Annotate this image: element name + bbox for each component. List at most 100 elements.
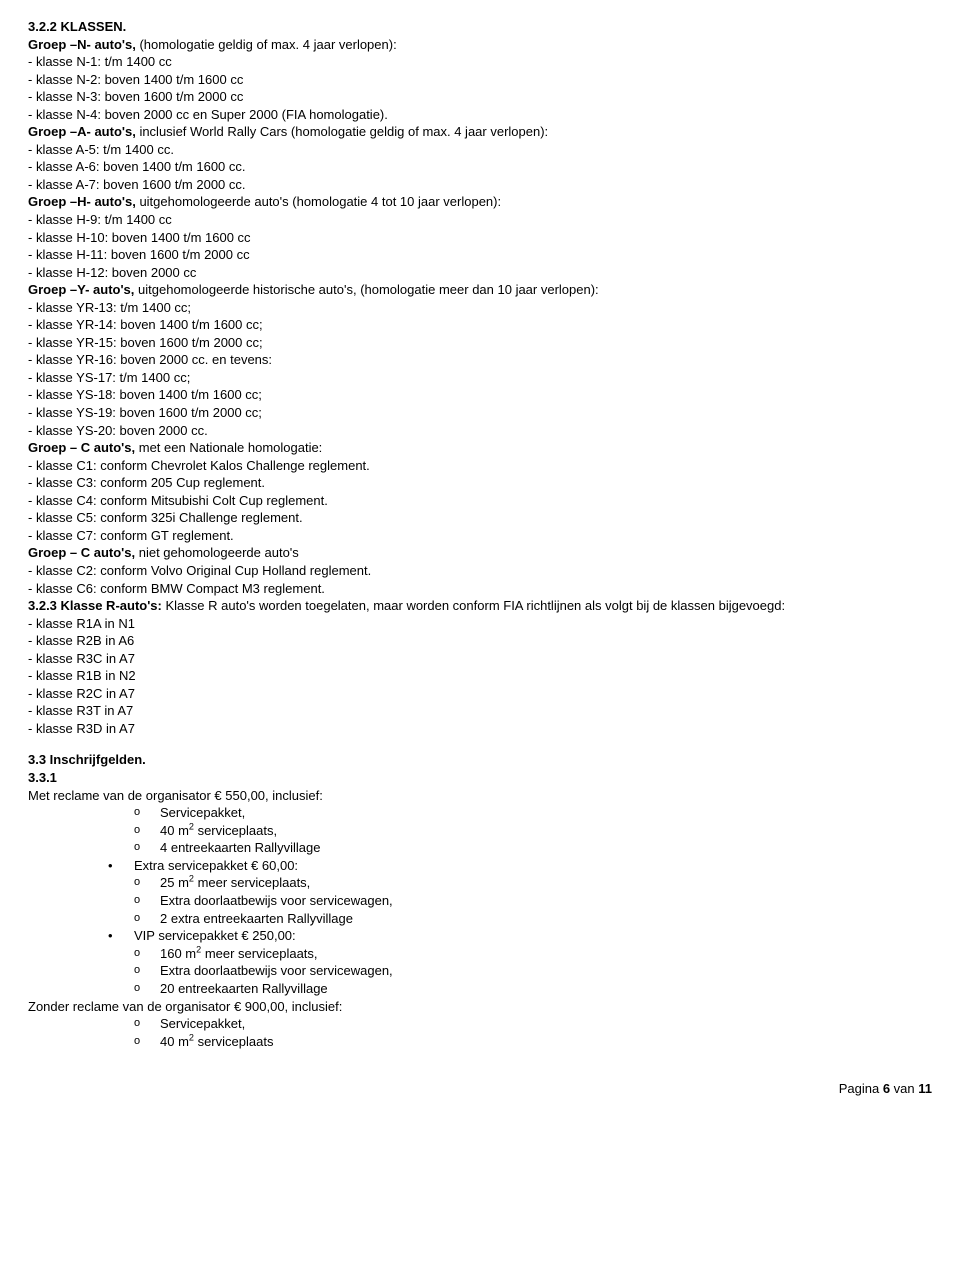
list-item: - klasse N-2: boven 1400 t/m 1600 cc — [28, 71, 932, 89]
sub-list-item: oExtra doorlaatbewijs voor servicewagen, — [134, 962, 932, 980]
sub-list-item: o40 m2 serviceplaats, — [134, 822, 932, 840]
heading-322: 3.2.2 KLASSEN. — [28, 18, 932, 36]
groep-a-title: Groep –A- auto's, — [28, 124, 136, 139]
footer-prefix: Pagina — [839, 1081, 883, 1096]
list-item: - klasse A-5: t/m 1400 cc. — [28, 141, 932, 159]
sub-list-text: 40 m2 serviceplaats, — [160, 822, 277, 840]
list-item: - klasse N-3: boven 1600 t/m 2000 cc — [28, 88, 932, 106]
groep-h-line: Groep –H- auto's, uitgehomologeerde auto… — [28, 193, 932, 211]
sub-list-text: 4 entreekaarten Rallyvillage — [160, 839, 320, 857]
list-item: - klasse A-6: boven 1400 t/m 1600 cc. — [28, 158, 932, 176]
groep-y-line: Groep –Y- auto's, uitgehomologeerde hist… — [28, 281, 932, 299]
sub-list-item: oServicepakket, — [134, 804, 932, 822]
list-item: - klasse R3C in A7 — [28, 650, 932, 668]
vip-label: VIP servicepakket € 250,00: — [134, 927, 296, 945]
list-item: - klasse YS-19: boven 1600 t/m 2000 cc; — [28, 404, 932, 422]
list-item: - klasse YR-13: t/m 1400 cc; — [28, 299, 932, 317]
list-item: - klasse R3T in A7 — [28, 702, 932, 720]
sub-list-item: o2 extra entreekaarten Rallyvillage — [134, 910, 932, 928]
list-item: - klasse H-11: boven 1600 t/m 2000 cc — [28, 246, 932, 264]
groep-a-line: Groep –A- auto's, inclusief World Rally … — [28, 123, 932, 141]
footer-num: 6 — [883, 1081, 890, 1096]
heading-33: 3.3 Inschrijfgelden. — [28, 751, 932, 769]
list-item: - klasse C1: conform Chevrolet Kalos Cha… — [28, 457, 932, 475]
circle-icon: o — [134, 980, 160, 998]
list-item: - klasse YS-18: boven 1400 t/m 1600 cc; — [28, 386, 932, 404]
list-item: - klasse H-10: boven 1400 t/m 1600 cc — [28, 229, 932, 247]
list-item: - klasse R2C in A7 — [28, 685, 932, 703]
bullet-icon: • — [108, 927, 134, 945]
sub-list-text: 20 entreekaarten Rallyvillage — [160, 980, 328, 998]
sub-list-text: Servicepakket, — [160, 804, 245, 822]
groep-h-rest: uitgehomologeerde auto's (homologatie 4 … — [136, 194, 501, 209]
list-item: - klasse C6: conform BMW Compact M3 regl… — [28, 580, 932, 598]
circle-icon: o — [134, 962, 160, 980]
sub-list-text: Extra doorlaatbewijs voor servicewagen, — [160, 892, 393, 910]
sub-list-text: Extra doorlaatbewijs voor servicewagen, — [160, 962, 393, 980]
vip-bullet: • VIP servicepakket € 250,00: — [28, 927, 932, 945]
zonder-reclame-line: Zonder reclame van de organisator € 900,… — [28, 998, 932, 1016]
sub-list-item: o40 m2 serviceplaats — [134, 1033, 932, 1051]
groep-c2-title: Groep – C auto's, — [28, 545, 135, 560]
circle-icon: o — [134, 892, 160, 910]
list-item: - klasse R1B in N2 — [28, 667, 932, 685]
list-item: - klasse C4: conform Mitsubishi Colt Cup… — [28, 492, 932, 510]
heading-331: 3.3.1 — [28, 769, 932, 787]
circle-icon: o — [134, 945, 160, 963]
extra-label: Extra servicepakket € 60,00: — [134, 857, 298, 875]
groep-c2-rest: niet gehomologeerde auto's — [135, 545, 299, 560]
circle-icon: o — [134, 1015, 160, 1033]
sub-list-item: o20 entreekaarten Rallyvillage — [134, 980, 932, 998]
groep-c1-title: Groep – C auto's, — [28, 440, 135, 455]
footer-total: 11 — [918, 1081, 932, 1096]
sub-list-text: Servicepakket, — [160, 1015, 245, 1033]
groep-h-title: Groep –H- auto's, — [28, 194, 136, 209]
groep-c1-rest: met een Nationale homologatie: — [135, 440, 322, 455]
sub-list-item: o160 m2 meer serviceplaats, — [134, 945, 932, 963]
circle-icon: o — [134, 839, 160, 857]
groep-n-line: Groep –N- auto's, (homologatie geldig of… — [28, 36, 932, 54]
footer-mid: van — [890, 1081, 918, 1096]
groep-n-rest: (homologatie geldig of max. 4 jaar verlo… — [136, 37, 397, 52]
list-item: - klasse R1A in N1 — [28, 615, 932, 633]
list-item: - klasse YS-17: t/m 1400 cc; — [28, 369, 932, 387]
list-item: - klasse N-1: t/m 1400 cc — [28, 53, 932, 71]
bullet-icon: • — [108, 857, 134, 875]
circle-icon: o — [134, 874, 160, 892]
circle-icon: o — [134, 910, 160, 928]
circle-icon: o — [134, 1033, 160, 1051]
extra-bullet: • Extra servicepakket € 60,00: — [28, 857, 932, 875]
list-item: - klasse YS-20: boven 2000 cc. — [28, 422, 932, 440]
sub-list-text: 40 m2 serviceplaats — [160, 1033, 273, 1051]
groep-n-title: Groep –N- auto's, — [28, 37, 136, 52]
circle-icon: o — [134, 822, 160, 840]
groep-y-rest: uitgehomologeerde historische auto's, (h… — [134, 282, 598, 297]
sub-list-text: 25 m2 meer serviceplaats, — [160, 874, 310, 892]
list-item: - klasse C2: conform Volvo Original Cup … — [28, 562, 932, 580]
sub-list-item: oExtra doorlaatbewijs voor servicewagen, — [134, 892, 932, 910]
list-item: - klasse N-4: boven 2000 cc en Super 200… — [28, 106, 932, 124]
list-item: - klasse YR-14: boven 1400 t/m 1600 cc; — [28, 316, 932, 334]
list-item: - klasse C3: conform 205 Cup reglement. — [28, 474, 932, 492]
sub-list-text: 2 extra entreekaarten Rallyvillage — [160, 910, 353, 928]
list-item: - klasse C7: conform GT reglement. — [28, 527, 932, 545]
sub-list-item: oServicepakket, — [134, 1015, 932, 1033]
sub-list-text: 160 m2 meer serviceplaats, — [160, 945, 318, 963]
s323-line: 3.2.3 Klasse R-auto's: Klasse R auto's w… — [28, 597, 932, 615]
groep-y-title: Groep –Y- auto's, — [28, 282, 134, 297]
list-item: - klasse R3D in A7 — [28, 720, 932, 738]
groep-c2-line: Groep – C auto's, niet gehomologeerde au… — [28, 544, 932, 562]
list-item: - klasse YR-16: boven 2000 cc. en tevens… — [28, 351, 932, 369]
met-reclame-line: Met reclame van de organisator € 550,00,… — [28, 787, 932, 805]
groep-a-rest: inclusief World Rally Cars (homologatie … — [136, 124, 548, 139]
list-item: - klasse YR-15: boven 1600 t/m 2000 cc; — [28, 334, 932, 352]
s323-title: 3.2.3 Klasse R-auto's: — [28, 598, 162, 613]
page-footer: Pagina 6 van 11 — [28, 1080, 932, 1098]
list-item: - klasse A-7: boven 1600 t/m 2000 cc. — [28, 176, 932, 194]
list-item: - klasse C5: conform 325i Challenge regl… — [28, 509, 932, 527]
sub-list-item: o4 entreekaarten Rallyvillage — [134, 839, 932, 857]
groep-c1-line: Groep – C auto's, met een Nationale homo… — [28, 439, 932, 457]
s323-rest: Klasse R auto's worden toegelaten, maar … — [162, 598, 785, 613]
list-item: - klasse R2B in A6 — [28, 632, 932, 650]
circle-icon: o — [134, 804, 160, 822]
